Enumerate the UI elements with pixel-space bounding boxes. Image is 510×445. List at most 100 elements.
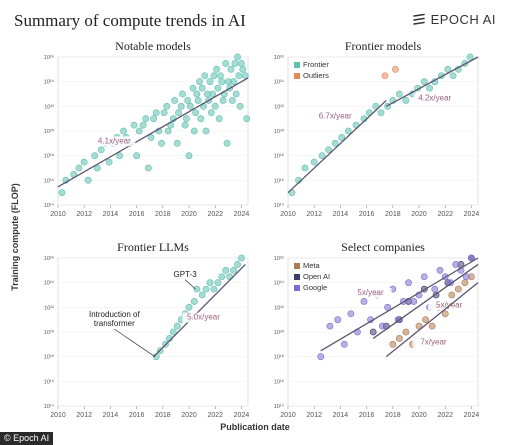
x-tick-label: 2014 bbox=[103, 412, 119, 419]
trend-label-bg bbox=[412, 337, 455, 348]
data-point bbox=[120, 127, 127, 135]
data-point-google bbox=[334, 316, 342, 324]
data-point bbox=[217, 72, 224, 80]
y-tick-label: 10¹⁴ bbox=[274, 202, 285, 209]
data-point bbox=[58, 189, 66, 197]
data-point bbox=[163, 102, 171, 110]
data-point bbox=[198, 291, 206, 299]
data-point bbox=[139, 121, 147, 129]
y-tick-label: 10²⁶ bbox=[274, 54, 284, 61]
x-tick-label: 2012 bbox=[306, 211, 322, 218]
data-point-meta bbox=[441, 310, 449, 318]
y-tick-label: 10²² bbox=[44, 305, 54, 311]
data-point-frontier bbox=[338, 134, 346, 141]
y-tick-label: 10¹⁶ bbox=[44, 177, 54, 184]
x-tick-label: 2018 bbox=[385, 211, 401, 218]
data-point bbox=[80, 158, 88, 166]
data-point bbox=[158, 139, 165, 147]
x-axis-label: Publication date bbox=[220, 422, 290, 432]
data-point bbox=[231, 60, 239, 67]
y-tick-label: 10²⁰ bbox=[274, 128, 285, 135]
x-tick-label: 2020 bbox=[181, 412, 197, 419]
data-point-google bbox=[384, 303, 391, 311]
data-point-google bbox=[405, 279, 412, 287]
data-point bbox=[214, 279, 222, 287]
data-point bbox=[214, 84, 222, 92]
data-point bbox=[193, 285, 201, 293]
data-point-meta bbox=[454, 285, 462, 293]
brand-name: EPOCH AI bbox=[430, 12, 496, 27]
data-point bbox=[183, 115, 190, 123]
y-tick-label: 10²² bbox=[274, 305, 284, 311]
data-point-frontier bbox=[426, 84, 433, 92]
data-point bbox=[206, 78, 214, 86]
data-point-google bbox=[347, 310, 355, 318]
x-tick-label: 2018 bbox=[155, 412, 171, 419]
data-point bbox=[91, 152, 99, 160]
data-point bbox=[150, 115, 158, 123]
data-point-google bbox=[468, 254, 475, 262]
data-point-google bbox=[452, 261, 460, 268]
data-point bbox=[179, 90, 186, 98]
x-tick-label: 2024 bbox=[234, 211, 250, 218]
data-point bbox=[116, 152, 123, 160]
data-point bbox=[75, 164, 83, 172]
data-point-frontier bbox=[420, 78, 428, 86]
data-point bbox=[164, 127, 172, 135]
trend-line bbox=[57, 77, 249, 188]
data-point bbox=[133, 152, 141, 160]
trend-line bbox=[372, 263, 479, 339]
data-point bbox=[201, 72, 209, 80]
data-point bbox=[190, 298, 198, 305]
legend-swatch bbox=[294, 274, 300, 280]
trend-rate-label: 5x/year bbox=[436, 300, 463, 309]
x-tick-label: 2010 bbox=[50, 211, 66, 218]
data-point bbox=[238, 60, 245, 67]
data-point bbox=[185, 303, 193, 311]
legend-label: Frontier bbox=[303, 60, 329, 69]
data-point-frontier bbox=[344, 127, 352, 135]
trend-rate-label: 4.1x/year bbox=[98, 136, 131, 145]
data-point bbox=[145, 164, 152, 172]
data-point bbox=[228, 97, 236, 104]
data-point bbox=[135, 127, 143, 135]
data-point-frontier bbox=[318, 152, 326, 160]
data-point bbox=[243, 115, 251, 123]
trend-label-bg bbox=[349, 288, 392, 298]
data-point bbox=[209, 90, 217, 98]
legend-label: Meta bbox=[303, 261, 321, 270]
trend-line bbox=[320, 257, 479, 352]
data-point-meta bbox=[402, 328, 410, 336]
x-tick-label: 2016 bbox=[129, 412, 145, 419]
data-point bbox=[181, 121, 189, 129]
data-point bbox=[210, 72, 218, 80]
x-tick-label: 2014 bbox=[103, 211, 119, 218]
data-point bbox=[218, 273, 226, 281]
panel-title: Frontier models bbox=[345, 39, 422, 53]
x-tick-label: 2016 bbox=[359, 412, 375, 419]
y-tick-label: 10²⁴ bbox=[44, 280, 55, 287]
y-tick-label: 10²⁰ bbox=[44, 128, 55, 135]
data-point bbox=[202, 127, 210, 135]
data-point-frontier bbox=[331, 139, 339, 147]
y-tick-label: 10²² bbox=[44, 104, 54, 110]
data-point bbox=[207, 109, 215, 117]
data-point bbox=[105, 158, 113, 166]
legend-swatch bbox=[294, 73, 300, 79]
data-point-meta bbox=[422, 316, 429, 324]
data-point bbox=[198, 84, 206, 92]
trend-line bbox=[153, 263, 246, 358]
data-point bbox=[223, 139, 231, 147]
data-point bbox=[202, 285, 210, 293]
panel-select-companies: Select companies 2010 2012 2014 2016 2018 2020… bbox=[274, 240, 480, 419]
data-point bbox=[173, 322, 181, 330]
y-tick-label: 10¹⁸ bbox=[274, 354, 284, 361]
data-point bbox=[215, 115, 223, 123]
panel-frontier-llms: Frontier LLMs 2010 2012 2014 2016 2018 2020 202… bbox=[44, 240, 250, 419]
epoch-logo-icon bbox=[412, 13, 425, 25]
data-point-google bbox=[462, 273, 470, 281]
x-tick-label: 2020 bbox=[181, 211, 197, 218]
panel-title: Frontier LLMs bbox=[117, 240, 189, 254]
data-point bbox=[238, 254, 245, 262]
